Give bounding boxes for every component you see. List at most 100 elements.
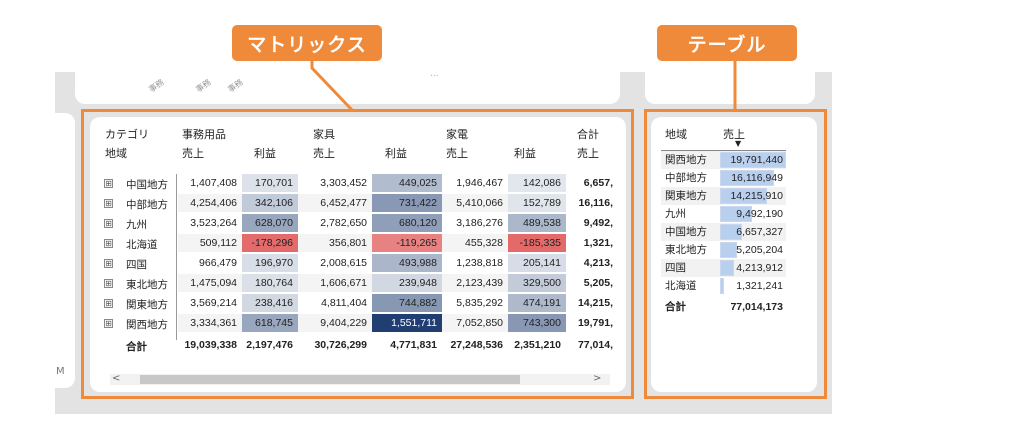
- matrix-cell[interactable]: 238,416: [242, 294, 298, 312]
- matrix-cell[interactable]: 1,238,818: [442, 254, 508, 272]
- table-visual[interactable]: 地域 売上 ▼ 関西地方 19,791,440 中部地方 16,116,949 関東地方…: [651, 117, 817, 392]
- expand-row-icon[interactable]: ⊞: [104, 279, 113, 288]
- header-measure[interactable]: 売上: [446, 148, 468, 160]
- row-region-label: 九州: [126, 219, 147, 231]
- matrix-cell[interactable]: 6,452,477: [298, 194, 372, 212]
- matrix-cell[interactable]: 455,328: [442, 234, 508, 252]
- expand-row-icon[interactable]: ⊞: [104, 299, 113, 308]
- matrix-cell[interactable]: 2,123,439: [442, 274, 508, 292]
- table-total-value: 77,014,173: [730, 301, 783, 313]
- expand-row-icon[interactable]: ⊞: [104, 219, 113, 228]
- matrix-cell[interactable]: 1,475,094: [178, 274, 242, 292]
- matrix-cell[interactable]: 3,523,264: [178, 214, 242, 232]
- matrix-cell[interactable]: 356,801: [298, 234, 372, 252]
- matrix-cell[interactable]: 7,052,850: [442, 314, 508, 332]
- total-cell: 2,351,210: [514, 339, 561, 351]
- matrix-cell[interactable]: 239,948: [372, 274, 442, 292]
- total-cell: 2,197,476: [246, 339, 293, 351]
- matrix-cell[interactable]: 1,407,408: [178, 174, 242, 192]
- matrix-cell[interactable]: 5,410,066: [442, 194, 508, 212]
- matrix-cell[interactable]: 14,215,: [577, 297, 613, 309]
- scroll-left-arrow[interactable]: <: [112, 373, 121, 384]
- matrix-cell[interactable]: 6,657,: [583, 177, 613, 189]
- matrix-cell[interactable]: 329,500: [508, 274, 566, 292]
- header-group[interactable]: 家電: [446, 129, 468, 141]
- matrix-cell[interactable]: 449,025: [372, 174, 442, 192]
- header-group[interactable]: 家具: [313, 129, 335, 141]
- matrix-cell[interactable]: 743,300: [508, 314, 566, 332]
- header-measure[interactable]: 利益: [254, 148, 276, 160]
- matrix-cell[interactable]: 342,106: [242, 194, 298, 212]
- matrix-cell[interactable]: 474,191: [508, 294, 566, 312]
- matrix-cell[interactable]: 3,334,361: [178, 314, 242, 332]
- header-measure[interactable]: 利益: [385, 148, 407, 160]
- matrix-cell[interactable]: -185,335: [508, 234, 566, 252]
- matrix-cell[interactable]: 680,120: [372, 214, 442, 232]
- matrix-cell[interactable]: 142,086: [508, 174, 566, 192]
- matrix-cell[interactable]: 9,404,229: [298, 314, 372, 332]
- total-cell: 19,039,338: [184, 339, 237, 351]
- matrix-cell[interactable]: 3,186,276: [442, 214, 508, 232]
- expand-row-icon[interactable]: ⊞: [104, 319, 113, 328]
- expand-row-icon[interactable]: ⊞: [104, 199, 113, 208]
- data-bar: [720, 260, 735, 276]
- table-sales-cell: 16,116,949: [731, 172, 783, 184]
- scrollbar-thumb[interactable]: [140, 375, 520, 384]
- expand-row-icon[interactable]: ⊞: [104, 179, 113, 188]
- matrix-cell[interactable]: -178,296: [242, 234, 298, 252]
- matrix-cell[interactable]: 744,882: [372, 294, 442, 312]
- matrix-cell[interactable]: 2,782,650: [298, 214, 372, 232]
- matrix-cell[interactable]: 509,112: [178, 234, 242, 252]
- header-group[interactable]: 事務用品: [182, 129, 226, 141]
- matrix-cell[interactable]: 3,303,452: [298, 174, 372, 192]
- matrix-cell[interactable]: 19,791,: [577, 317, 613, 329]
- matrix-cell[interactable]: 205,141: [508, 254, 566, 272]
- total-cell: 4,771,831: [390, 339, 437, 351]
- matrix-cell[interactable]: 628,070: [242, 214, 298, 232]
- matrix-cell[interactable]: 5,835,292: [442, 294, 508, 312]
- matrix-cell[interactable]: 5,205,: [583, 277, 613, 289]
- table-sales-cell: 4,213,912: [736, 262, 783, 274]
- matrix-cell[interactable]: 4,254,406: [178, 194, 242, 212]
- matrix-cell[interactable]: 1,551,711: [372, 314, 442, 332]
- dots: ...: [430, 69, 439, 79]
- matrix-cell[interactable]: 9,492,: [583, 217, 613, 229]
- matrix-cell[interactable]: 180,764: [242, 274, 298, 292]
- matrix-cell[interactable]: 1,946,467: [442, 174, 508, 192]
- matrix-cell[interactable]: 489,538: [508, 214, 566, 232]
- matrix-cell[interactable]: 3,569,214: [178, 294, 242, 312]
- header-measure[interactable]: 売上: [577, 148, 599, 160]
- table-sales-cell: 19,791,440: [730, 154, 783, 166]
- matrix-cell[interactable]: 731,422: [372, 194, 442, 212]
- matrix-cell[interactable]: 152,789: [508, 194, 566, 212]
- total-cell: 30,726,299: [314, 339, 367, 351]
- row-region-label: 関西地方: [126, 319, 168, 331]
- matrix-cell[interactable]: 170,701: [242, 174, 298, 192]
- matrix-cell[interactable]: 4,811,404: [298, 294, 372, 312]
- matrix-cell[interactable]: 16,116,: [578, 197, 613, 209]
- row-region-label: 北海道: [126, 239, 158, 251]
- table-header-region[interactable]: 地域: [665, 129, 687, 141]
- matrix-cell[interactable]: 4,213,: [583, 257, 613, 269]
- matrix-cell[interactable]: 966,479: [178, 254, 242, 272]
- header-group[interactable]: 合計: [577, 129, 599, 141]
- horizontal-scrollbar[interactable]: [110, 374, 610, 385]
- matrix-callout: マトリックス: [232, 25, 382, 61]
- matrix-visual[interactable]: カテゴリ 事務用品 家具 家電 合計 地域 売上 利益 売上 利益 売上 利益 …: [90, 117, 626, 392]
- header-measure[interactable]: 売上: [182, 148, 204, 160]
- matrix-cell[interactable]: -119,265: [372, 234, 442, 252]
- expand-row-icon[interactable]: ⊞: [104, 259, 113, 268]
- sort-descending-icon[interactable]: ▼: [735, 139, 742, 148]
- table-header-sales[interactable]: 売上: [723, 129, 745, 141]
- matrix-cell[interactable]: 493,988: [372, 254, 442, 272]
- expand-row-icon[interactable]: ⊞: [104, 239, 113, 248]
- matrix-cell[interactable]: 1,606,671: [298, 274, 372, 292]
- scroll-right-arrow[interactable]: >: [593, 373, 602, 384]
- header-measure[interactable]: 売上: [313, 148, 335, 160]
- matrix-cell[interactable]: 196,970: [242, 254, 298, 272]
- matrix-cell[interactable]: 2,008,615: [298, 254, 372, 272]
- matrix-cell[interactable]: 618,745: [242, 314, 298, 332]
- matrix-cell[interactable]: 1,321,: [583, 237, 613, 249]
- table-sales-cell: 1,321,241: [736, 280, 783, 292]
- header-measure[interactable]: 利益: [514, 148, 536, 160]
